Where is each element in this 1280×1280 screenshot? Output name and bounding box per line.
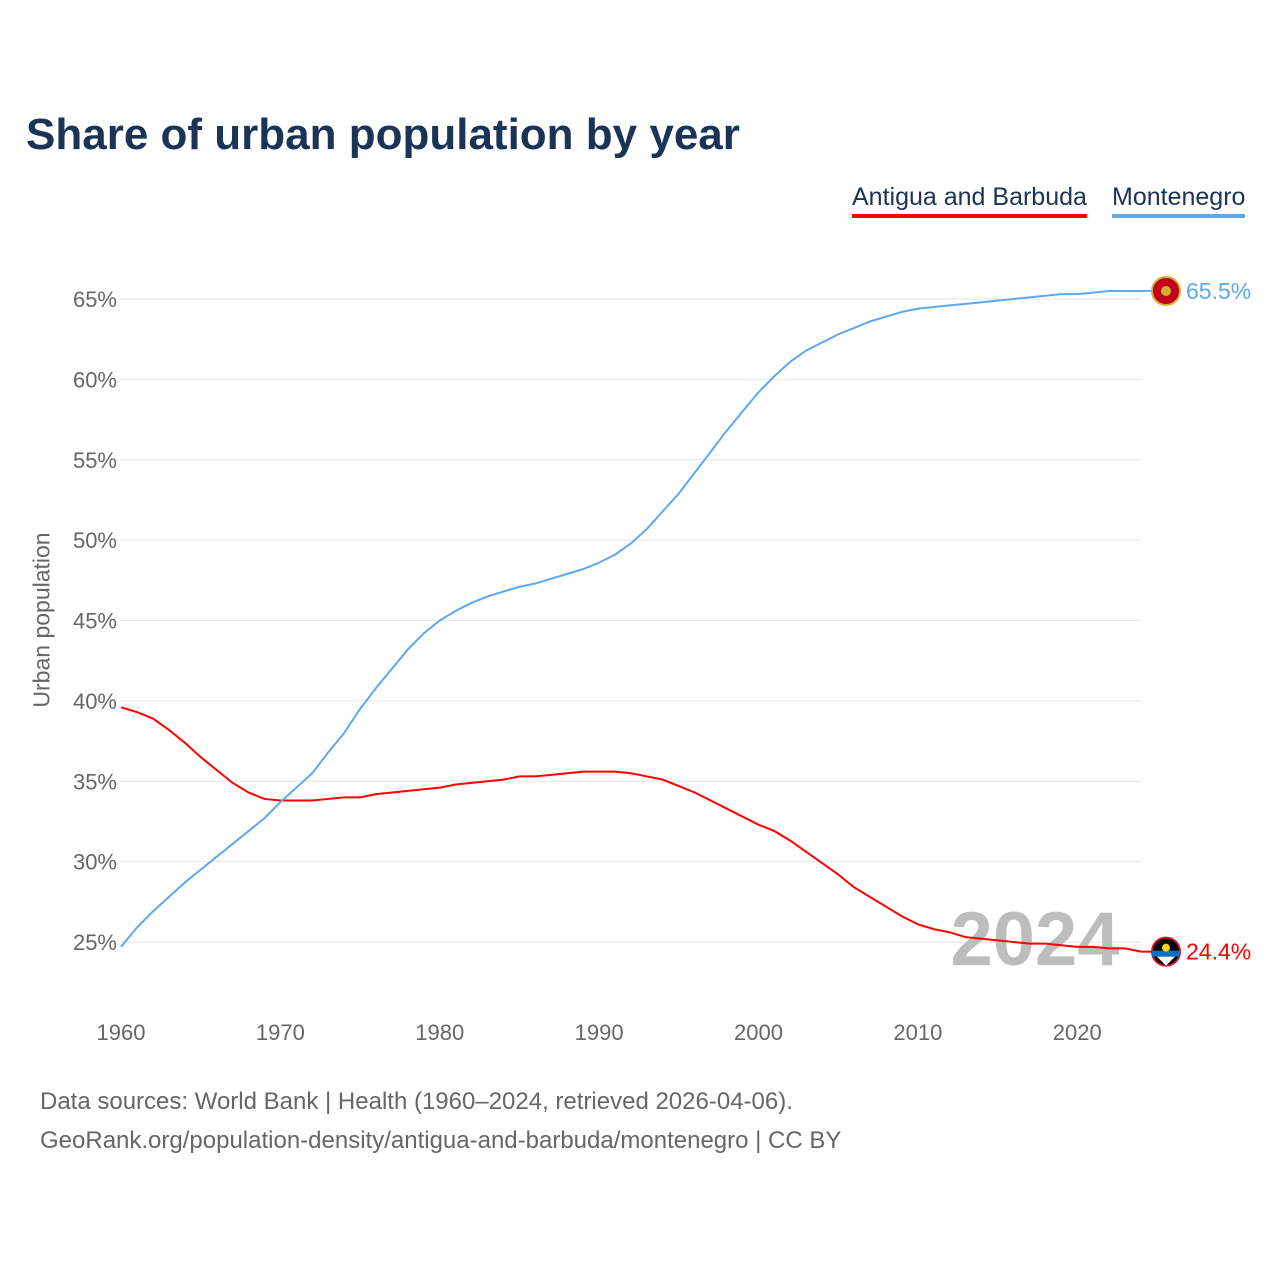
x-tick-label: 1970 bbox=[256, 1020, 305, 1045]
series-line-antigua-and-barbuda bbox=[120, 706, 1142, 953]
x-tick-label: 2020 bbox=[1053, 1020, 1102, 1045]
x-tick-label: 2000 bbox=[734, 1020, 783, 1045]
series-line-montenegro bbox=[120, 289, 1141, 948]
x-tick-label: 1980 bbox=[415, 1020, 464, 1045]
legend-montenegro[interactable]: Montenegro bbox=[1112, 183, 1246, 218]
y-tick-label: 30% bbox=[73, 850, 117, 875]
legend-antigua-and-barbuda[interactable]: Antigua and Barbuda bbox=[852, 183, 1087, 218]
x-tick-label: 1960 bbox=[97, 1020, 146, 1045]
y-tick-label: 50% bbox=[73, 528, 117, 553]
y-tick-label: 25% bbox=[73, 930, 117, 955]
flag-sun bbox=[1162, 943, 1170, 952]
end-value-label: 65.5% bbox=[1186, 278, 1251, 304]
y-tick-label: 35% bbox=[73, 769, 117, 794]
chart-title: Share of urban population by year bbox=[26, 110, 740, 159]
flag-stripe bbox=[1157, 956, 1175, 966]
x-tick-label: 2010 bbox=[893, 1020, 942, 1045]
flag-stripe bbox=[1152, 950, 1180, 957]
y-tick-label: 40% bbox=[73, 689, 117, 714]
source-line: Data sources: World Bank | Health (1960–… bbox=[40, 1088, 793, 1115]
y-tick-label: 55% bbox=[73, 448, 117, 473]
y-tick-label: 65% bbox=[73, 287, 117, 312]
attribution-line[interactable]: GeoRank.org/population-density/antigua-a… bbox=[40, 1127, 842, 1154]
x-tick-label: 1990 bbox=[575, 1020, 624, 1045]
flag-emblem bbox=[1161, 285, 1171, 296]
end-value-label: 24.4% bbox=[1186, 939, 1251, 965]
y-tick-label: 45% bbox=[73, 609, 117, 634]
year-annotation: 2024 bbox=[950, 897, 1119, 982]
y-tick-label: 60% bbox=[73, 367, 117, 392]
